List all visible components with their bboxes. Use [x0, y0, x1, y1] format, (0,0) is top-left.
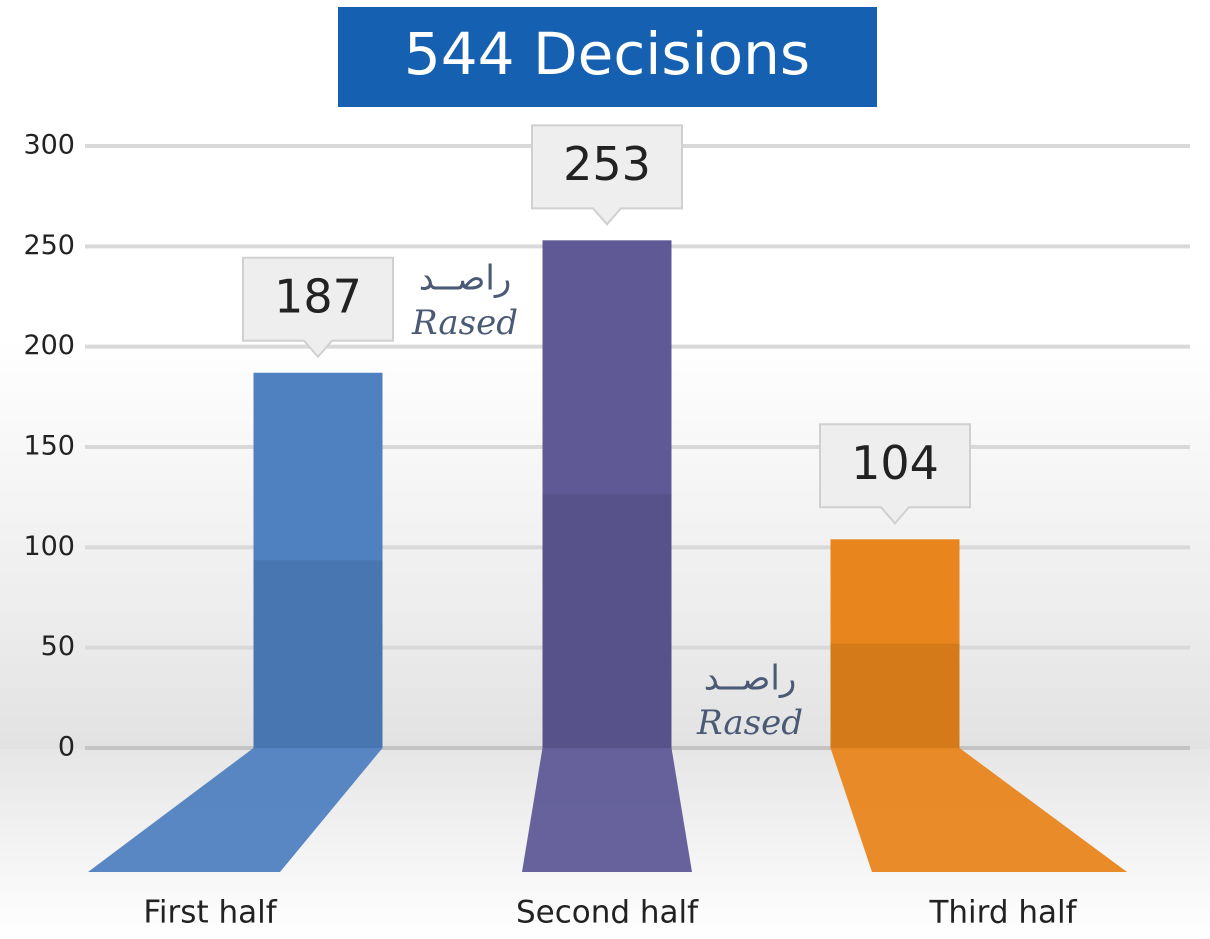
y-tick-label: 50 [41, 631, 75, 662]
watermark-latin: Rased [696, 703, 803, 743]
watermark-arabic: راصــد [419, 259, 512, 299]
chart-title: 544 Decisions [404, 20, 810, 88]
bar-reflection [522, 748, 692, 872]
y-tick-label: 100 [23, 531, 75, 562]
y-tick-label: 200 [23, 330, 75, 361]
watermark-latin: Rased [411, 303, 518, 343]
value-label: 104 [851, 436, 939, 490]
title-box [338, 7, 877, 107]
bar-reflection [830, 748, 1127, 872]
callout [531, 124, 683, 226]
bar [542, 240, 672, 748]
x-tick-label: Second half [516, 895, 699, 931]
bar-shade [542, 494, 672, 748]
callout [819, 423, 971, 525]
bar-reflection [88, 748, 383, 872]
y-tick-label: 300 [23, 130, 75, 161]
value-label: 253 [563, 137, 651, 191]
bar [830, 539, 960, 748]
x-tick-label: Third half [928, 895, 1077, 931]
x-tick-label: First half [143, 895, 277, 931]
bar [253, 372, 383, 748]
y-tick-label: 150 [23, 431, 75, 462]
bar-shade [830, 643, 960, 748]
value-label: 187 [274, 269, 362, 323]
watermark-arabic: راصــد [704, 659, 797, 699]
y-tick-label: 250 [23, 230, 75, 261]
bar-shade [253, 560, 383, 748]
callout [242, 256, 394, 359]
y-tick-label: 0 [58, 732, 75, 763]
